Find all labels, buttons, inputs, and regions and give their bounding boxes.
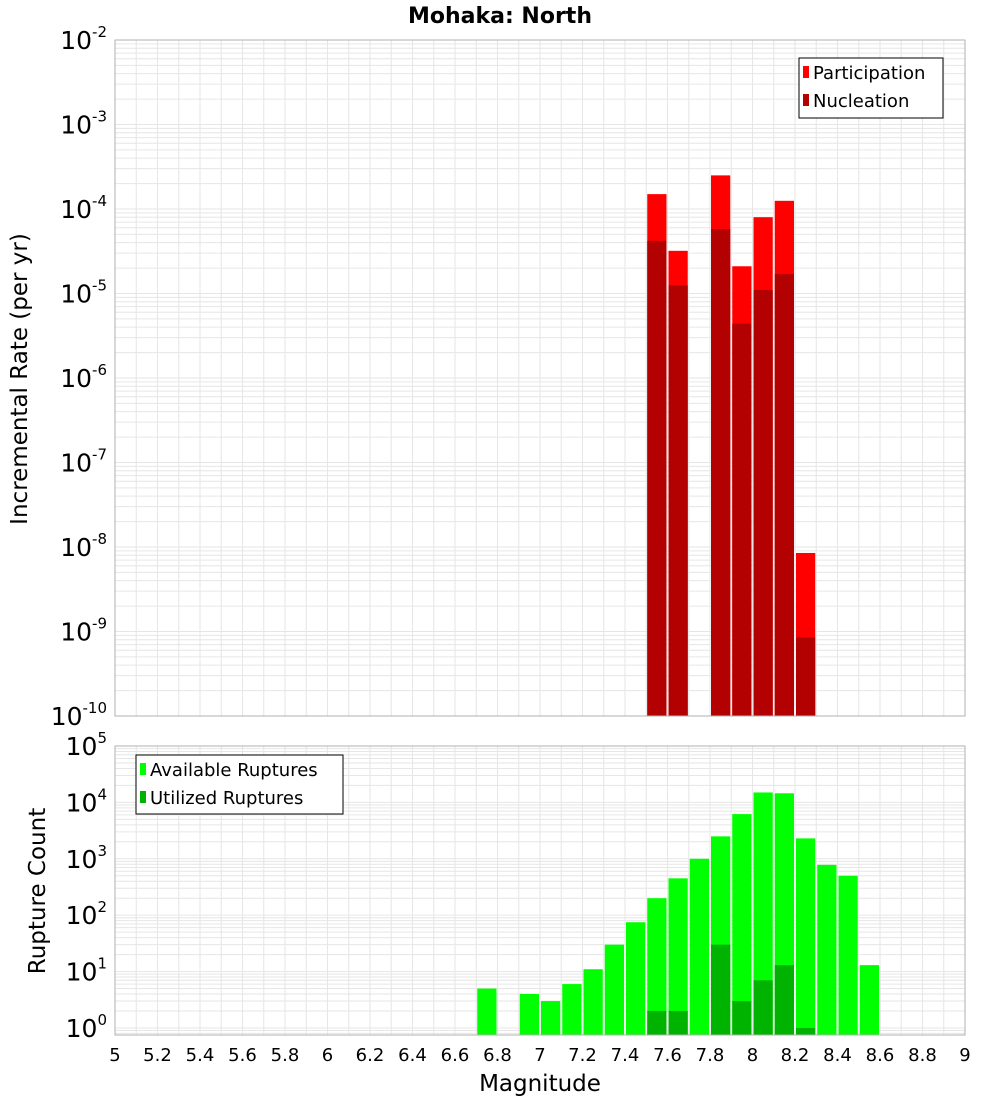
legend-label-participation: Participation: [813, 63, 925, 84]
top-y-tick-label: 10-3: [60, 108, 107, 140]
top-legend-box: [798, 57, 944, 119]
legend-label-utilized-ruptures: Utilized Ruptures: [150, 788, 303, 809]
bar-utilized-ruptures: [711, 944, 731, 1035]
x-tick-label: 8.8: [908, 1045, 937, 1066]
bar-available-ruptures: [562, 984, 582, 1035]
legend-label-available-ruptures: Available Ruptures: [150, 760, 318, 781]
bar-available-ruptures: [859, 965, 879, 1035]
bar-nucleation: [668, 285, 688, 716]
bottom-y-tick-label: 104: [66, 785, 107, 817]
bar-utilized-ruptures: [668, 1010, 688, 1035]
bar-available-ruptures: [583, 969, 603, 1035]
bar-available-ruptures: [732, 814, 752, 1035]
bottom-panel-bars: [477, 792, 879, 1035]
x-tick-label: 7.8: [696, 1045, 725, 1066]
bar-nucleation: [774, 274, 794, 716]
x-tick-label: 6: [322, 1045, 333, 1066]
bar-utilized-ruptures: [753, 980, 773, 1035]
bar-utilized-ruptures: [774, 965, 794, 1035]
x-tick-label: 6.8: [483, 1045, 512, 1066]
top-panel-grid: [114, 40, 966, 717]
bar-available-ruptures: [689, 858, 709, 1035]
chart-title: Mohaka: North: [408, 4, 592, 29]
x-tick-label: 6.6: [441, 1045, 470, 1066]
bottom-legend-box: [135, 754, 344, 815]
x-tick-label: 5.4: [186, 1045, 215, 1066]
bottom-panel-legend: Available Ruptures Utilized Ruptures: [135, 754, 344, 815]
top-panel-y-axis-label: Incremental Rate (per yr): [7, 233, 33, 525]
top-y-tick-label: 10-6: [60, 361, 107, 393]
top-y-tick-label: 10-7: [60, 446, 107, 478]
x-tick-label: 7: [534, 1045, 545, 1066]
bottom-y-tick-label: 103: [66, 842, 107, 874]
top-panel-bars: [647, 175, 816, 717]
bar-available-ruptures: [753, 792, 773, 1035]
bar-nucleation: [796, 637, 816, 716]
bar-available-ruptures: [519, 994, 539, 1035]
x-tick-label: 6.4: [398, 1045, 427, 1066]
x-tick-label: 5.6: [228, 1045, 257, 1066]
top-y-tick-label: 10-2: [60, 23, 107, 55]
x-tick-label: 5.8: [271, 1045, 300, 1066]
x-tick-label: 8.4: [823, 1045, 852, 1066]
legend-swatch-utilized-ruptures: [140, 791, 146, 803]
x-tick-label: 5.2: [143, 1045, 172, 1066]
bar-available-ruptures: [796, 838, 816, 1035]
bar-available-ruptures: [477, 988, 497, 1035]
bar-nucleation: [732, 323, 752, 716]
top-y-tick-label: 10-8: [60, 530, 107, 562]
bottom-y-tick-label: 100: [66, 1011, 107, 1043]
top-panel-legend: Participation Nucleation: [798, 57, 944, 119]
bar-available-ruptures: [817, 864, 837, 1035]
bar-available-ruptures: [604, 944, 624, 1035]
top-panel: 10-10 10-9 10-8 10-7 10-6 10-5 10-4 10-3 10-2 In…: [7, 23, 966, 731]
top-y-tick-label: 10-9: [60, 615, 107, 647]
bottom-y-tick-label: 101: [66, 955, 107, 987]
x-tick-label: 7.2: [568, 1045, 597, 1066]
legend-swatch-participation: [803, 66, 809, 78]
top-y-tick-label: 10-10: [51, 699, 107, 731]
bottom-panel-x-ticks: 5 5.2 5.4 5.6 5.8 6 6.2 6.4 6.6 6.8 7 7.2 7.4 7.6 7.8 8…: [109, 1045, 970, 1066]
bar-available-ruptures: [647, 898, 667, 1035]
x-axis-label: Magnitude: [479, 1071, 601, 1097]
x-tick-label: 8.2: [781, 1045, 810, 1066]
bottom-panel: 100 101 102 103 104 105 5 5.2 5.4 5.6 5.8 6 6.2 6.4 6…: [25, 729, 971, 1097]
bar-utilized-ruptures: [732, 1001, 752, 1035]
bar-available-ruptures: [626, 922, 646, 1035]
bottom-y-tick-label: 105: [66, 729, 107, 761]
x-tick-label: 7.6: [653, 1045, 682, 1066]
x-tick-label: 7.4: [611, 1045, 640, 1066]
x-tick-label: 8.6: [866, 1045, 895, 1066]
legend-label-nucleation: Nucleation: [813, 91, 909, 112]
top-panel-frame: [114, 39, 966, 717]
legend-swatch-nucleation: [803, 94, 809, 106]
bar-available-ruptures: [668, 878, 688, 1035]
x-tick-label: 6.2: [356, 1045, 385, 1066]
bar-nucleation: [647, 240, 667, 716]
bar-available-ruptures: [541, 1001, 561, 1035]
bottom-y-tick-label: 102: [66, 898, 107, 930]
bar-nucleation: [711, 228, 731, 716]
bottom-panel-y-ticks: 100 101 102 103 104 105: [66, 729, 107, 1043]
x-tick-label: 8: [747, 1045, 758, 1066]
bar-available-ruptures: [838, 875, 858, 1035]
top-panel-y-ticks: 10-10 10-9 10-8 10-7 10-6 10-5 10-4 10-3 10-2: [51, 23, 107, 731]
bar-nucleation: [753, 290, 773, 716]
bottom-panel-y-axis-label: Rupture Count: [25, 808, 51, 974]
top-y-tick-label: 10-4: [60, 192, 107, 224]
legend-swatch-available-ruptures: [140, 763, 146, 775]
bottom-panel-frame: [114, 745, 966, 1036]
x-tick-label: 5: [109, 1045, 120, 1066]
top-y-tick-label: 10-5: [60, 277, 107, 309]
bar-utilized-ruptures: [796, 1027, 816, 1035]
x-tick-label: 9: [959, 1045, 970, 1066]
bar-utilized-ruptures: [647, 1010, 667, 1035]
